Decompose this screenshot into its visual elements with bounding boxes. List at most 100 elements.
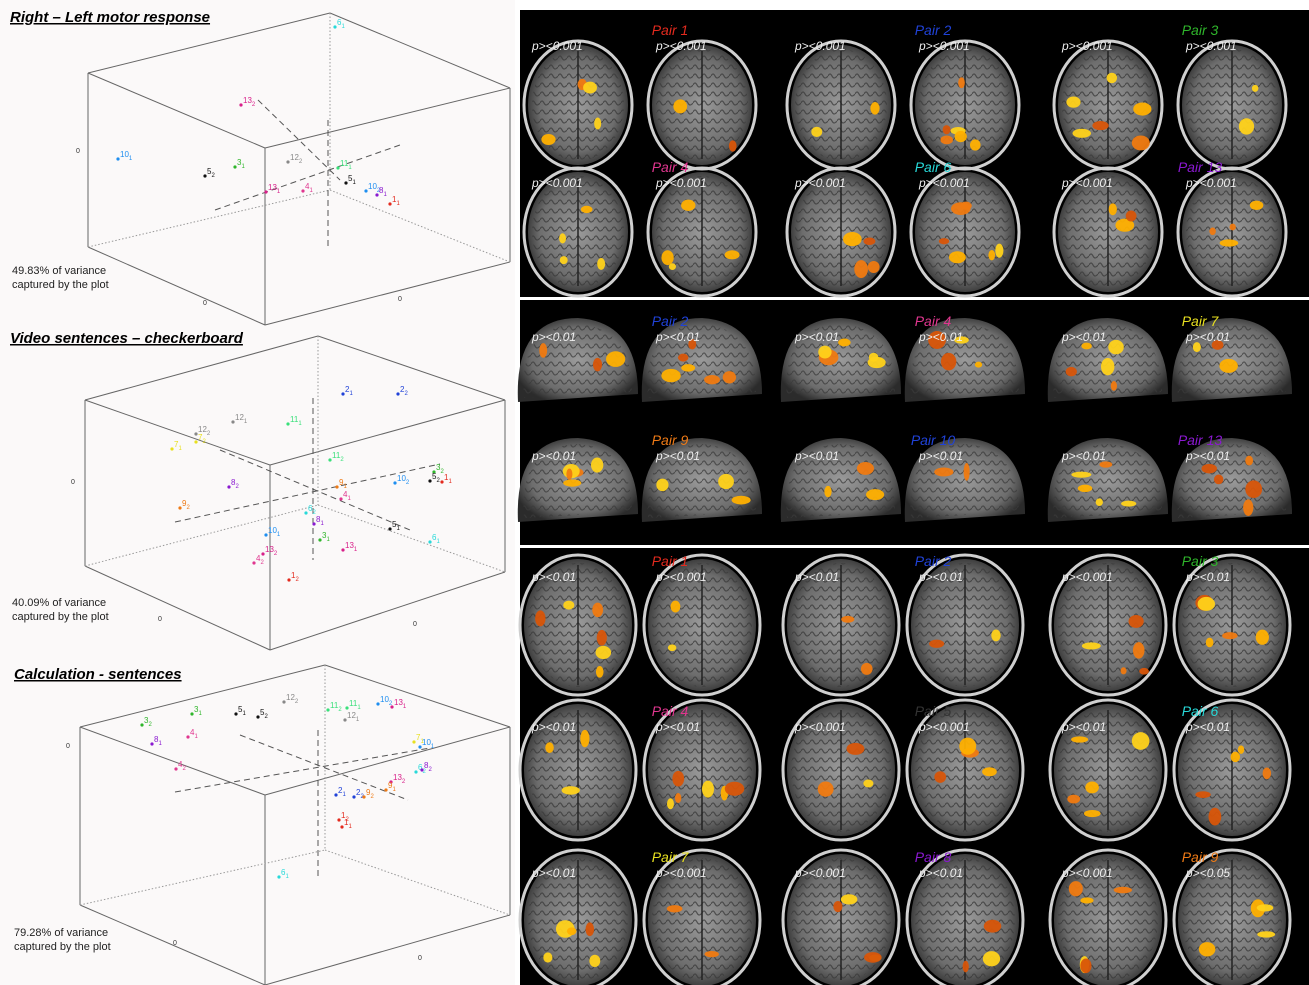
point-label: 81 <box>379 186 387 198</box>
threshold-label: p><0.001 <box>531 176 583 190</box>
activation-blob <box>963 462 970 481</box>
brain-texture <box>786 324 895 398</box>
activation-blob <box>539 343 548 358</box>
subject-number: 9 <box>366 788 371 797</box>
subject-number: 4 <box>305 182 310 191</box>
activation-blob <box>666 905 683 913</box>
activation-blob <box>1211 340 1224 350</box>
point-label: 101 <box>422 738 435 750</box>
subject-number: 13 <box>393 773 402 782</box>
activation-blob <box>667 644 677 652</box>
threshold-label: p><0.01 <box>918 570 963 584</box>
point-marker <box>341 392 345 396</box>
box-edge <box>84 335 319 401</box>
subject-index: 2 <box>252 102 256 108</box>
activation-blob <box>590 457 604 473</box>
point-label: 92 <box>182 499 190 511</box>
subject-index: 1 <box>383 192 387 198</box>
point-marker <box>428 540 432 544</box>
axis-line <box>214 144 401 211</box>
activation-blob <box>1085 781 1099 794</box>
activation-blob <box>934 771 947 783</box>
activation-blob <box>854 260 868 279</box>
activation-blob <box>868 352 879 362</box>
subject-number: 11 <box>290 415 299 424</box>
hidden-edge <box>84 504 319 567</box>
point-marker <box>252 561 256 565</box>
skull <box>642 698 762 842</box>
subject-index: 2 <box>182 766 186 772</box>
subject-index: 2 <box>264 714 268 720</box>
pair-label: Pair 3 <box>1182 553 1219 569</box>
subject-index: 2 <box>422 769 426 775</box>
activation-blob <box>672 770 685 787</box>
subject-number: 3 <box>144 716 149 725</box>
threshold-label: p><0.001 <box>794 866 846 880</box>
point-marker <box>174 767 178 771</box>
pair-label: Pair 6 <box>915 159 952 175</box>
box-edge <box>317 335 506 401</box>
point-marker <box>312 522 316 526</box>
threshold-label: p><0.01 <box>918 330 963 344</box>
activation-blob <box>1110 381 1118 391</box>
subject-number: 8 <box>231 478 236 487</box>
activation-blob <box>561 786 580 795</box>
axis-label: 0 <box>71 479 75 486</box>
point-label: 82 <box>424 761 432 773</box>
point-label: 51 <box>348 174 356 186</box>
subject-number: 12 <box>235 413 244 422</box>
pair-label: Pair 8 <box>915 849 952 865</box>
box-edge <box>264 261 511 326</box>
subject-index: 1 <box>396 201 400 207</box>
activation-blob <box>1108 339 1124 355</box>
subject-index: 1 <box>129 156 133 162</box>
skull <box>1048 848 1168 985</box>
activation-blob <box>688 338 697 350</box>
subject-number: 10 <box>120 150 129 159</box>
point-marker <box>304 511 308 515</box>
point-marker <box>186 735 190 739</box>
subject-index: 1 <box>241 164 245 170</box>
point-label: 91 <box>339 478 347 490</box>
activation-blob <box>1222 632 1238 640</box>
hidden-edge <box>329 189 511 263</box>
threshold-label: p><0.001 <box>531 39 583 53</box>
hidden-edge <box>317 504 506 573</box>
subject-index: 1 <box>309 188 313 194</box>
activation-blob <box>670 600 681 613</box>
point-label: 51 <box>392 520 400 532</box>
point-marker <box>233 165 237 169</box>
skull <box>1048 553 1168 697</box>
point-label: 52 <box>207 167 215 179</box>
threshold-label: p><0.001 <box>655 866 707 880</box>
activation-blob <box>1237 745 1245 754</box>
point-label: 122 <box>286 693 299 705</box>
point-marker <box>190 712 194 716</box>
activation-blob <box>1080 958 1092 974</box>
subject-index: 1 <box>277 532 281 538</box>
subject-index: 1 <box>352 180 356 186</box>
skull <box>518 848 638 985</box>
activation-blob <box>1128 614 1144 628</box>
brain-texture <box>1177 444 1286 518</box>
activation-blob <box>566 468 573 480</box>
activation-blob <box>1255 629 1269 645</box>
activation-blob <box>1067 794 1081 804</box>
threshold-label: p><0.01 <box>794 449 839 463</box>
activation-blob <box>1092 120 1109 131</box>
activation-blob <box>934 467 954 477</box>
subject-index: 2 <box>295 699 299 705</box>
box-edge <box>79 726 266 796</box>
point-marker <box>334 793 338 797</box>
variance-note: captured by the plot <box>12 611 109 623</box>
pair-label: Pair 9 <box>1182 849 1219 865</box>
point-marker <box>194 440 198 444</box>
skull <box>781 553 901 697</box>
axis-line <box>174 463 441 523</box>
activation-blob <box>940 135 954 145</box>
